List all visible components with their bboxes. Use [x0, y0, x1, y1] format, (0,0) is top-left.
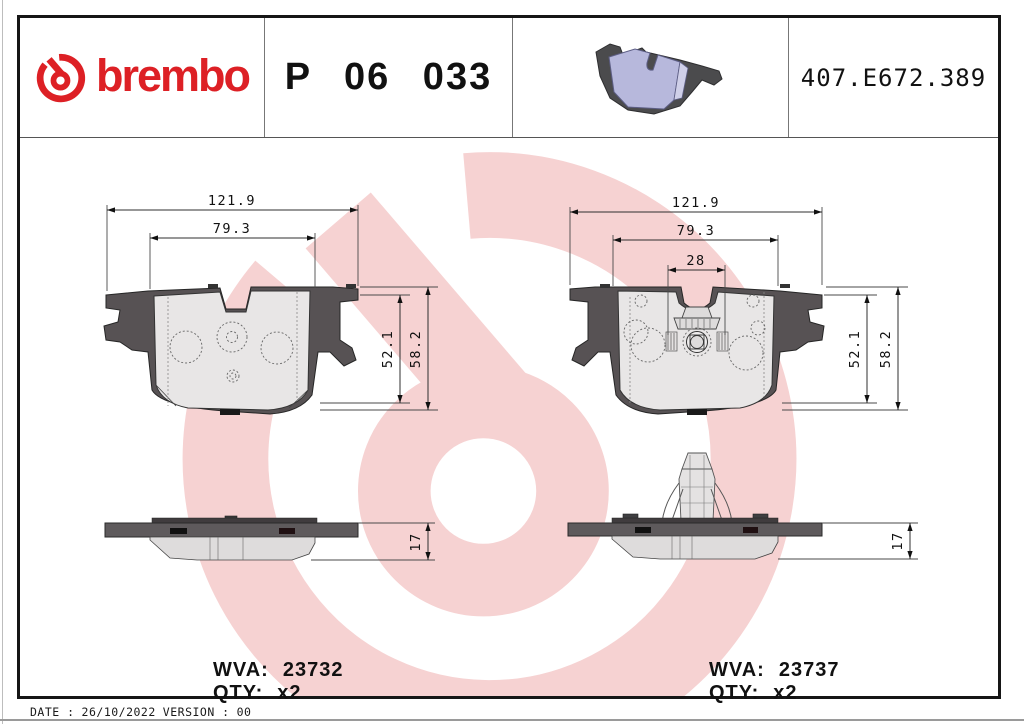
reference-code-cell: 407.E672.389: [789, 18, 998, 137]
dim-pad-height-label: 52.1: [380, 330, 396, 369]
version-label: VERSION :: [162, 705, 230, 719]
dimension-pad-width: 79.3: [612, 223, 779, 286]
page-edge-bottom: [0, 719, 1024, 721]
dim-pad-width-label: 79.3: [677, 223, 716, 239]
dimension-overall-height: 58.2: [320, 286, 438, 411]
brand-cell: brembo: [20, 18, 265, 137]
dimension-pad-width: 79.3: [149, 221, 316, 289]
dim-pad-height-label: 52.1: [847, 330, 863, 369]
dimension-pad-height: 52.1: [782, 294, 877, 404]
dim-overall-width-label: 121.9: [208, 193, 256, 209]
dim-thickness-label: 17: [890, 531, 906, 550]
page-content-clip: [20, 18, 998, 696]
brake-pad-3d-photo: [594, 43, 723, 115]
side-view-pad: [104, 515, 359, 561]
date-value: 26/10/2022: [81, 705, 156, 719]
wva-label: WVA:: [709, 659, 765, 681]
side-view-pad: [567, 513, 823, 560]
qty-line: QTY: x2: [213, 682, 343, 705]
drawing-frame-border: [17, 15, 1001, 699]
side-view-drawing-right: 17: [567, 452, 918, 560]
dimension-overall-height: 58.2: [782, 286, 908, 411]
dimension-pad-height: 52.1: [320, 294, 410, 404]
wva-qty-left: WVA: 23732 QTY: x2: [213, 659, 343, 705]
sensor-clip: [661, 452, 733, 524]
front-view-drawing-left: 121.9 79.3 52.1 58.2: [103, 193, 438, 415]
dim-sensor-width-label: 28: [686, 253, 705, 269]
wva-number: 23732: [282, 659, 344, 681]
dimension-sensor-width: 28: [667, 253, 726, 335]
date-label: DATE :: [30, 705, 75, 719]
dim-pad-width-label: 79.3: [213, 221, 252, 237]
dim-thickness-label: 17: [408, 532, 424, 551]
title-block: brembo P 06 033 407.E672.389: [20, 18, 998, 138]
footer-revision-line: DATE : 26/10/2022 VERSION : 00: [30, 705, 258, 719]
product-photo-cell: [513, 18, 789, 137]
wva-label: WVA:: [213, 659, 269, 681]
brand-wordmark: brembo: [95, 49, 251, 101]
page-edge-left: [2, 0, 3, 724]
qty-label: QTY:: [213, 682, 264, 704]
dim-overall-height-label: 58.2: [878, 330, 894, 369]
qty-value: x2: [277, 682, 302, 704]
brembo-logo-watermark-icon: [182, 152, 797, 696]
side-view-drawing-left: 17: [104, 515, 435, 561]
wva-line: WVA: 23737: [709, 659, 839, 682]
reference-code: 407.E672.389: [800, 63, 987, 92]
qty-label: QTY:: [709, 682, 760, 704]
qty-line: QTY: x2: [709, 682, 839, 705]
friction-material: [153, 290, 311, 415]
watermark-glyph: [182, 152, 797, 696]
qty-value: x2: [773, 682, 798, 704]
front-view-drawing-right: 121.9 79.3 28 52.1: [569, 195, 908, 415]
dimension-overall-width: 121.9: [106, 193, 359, 291]
dim-overall-width-label: 121.9: [672, 195, 720, 211]
dimension-thickness: 17: [311, 522, 435, 561]
brembo-logo-icon: [36, 53, 86, 102]
dimension-thickness: 17: [778, 522, 918, 560]
part-number: P 06 033: [284, 56, 493, 98]
wva-line: WVA: 23732: [213, 659, 343, 682]
dimension-overall-width: 121.9: [569, 195, 823, 285]
dim-overall-height-label: 58.2: [408, 330, 424, 369]
wva-number: 23737: [778, 659, 840, 681]
version-value: 00: [236, 705, 252, 719]
part-number-cell: P 06 033: [265, 18, 513, 137]
wva-qty-right: WVA: 23737 QTY: x2: [709, 659, 839, 705]
wear-sensor: [665, 306, 729, 357]
